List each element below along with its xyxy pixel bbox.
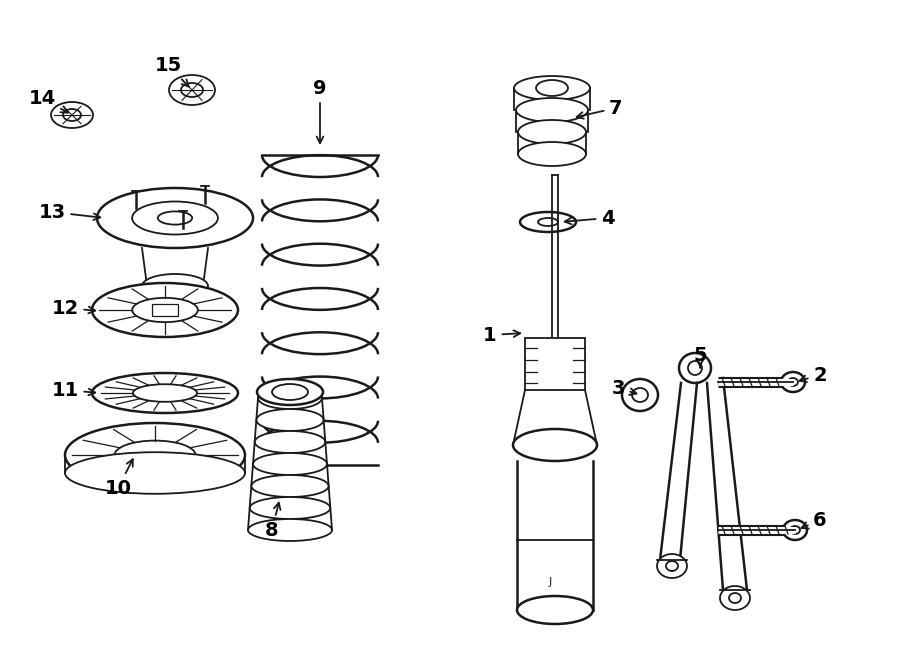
Text: 5: 5 <box>693 346 706 367</box>
Ellipse shape <box>158 211 193 224</box>
Ellipse shape <box>181 83 203 97</box>
Ellipse shape <box>92 373 238 413</box>
Text: 12: 12 <box>51 299 95 318</box>
Text: 2: 2 <box>799 365 827 385</box>
Ellipse shape <box>790 526 800 534</box>
Ellipse shape <box>253 453 327 475</box>
Bar <box>525 338 585 390</box>
Ellipse shape <box>538 218 558 226</box>
Text: 13: 13 <box>39 203 100 222</box>
Text: 7: 7 <box>577 99 623 118</box>
Text: 11: 11 <box>51 381 95 399</box>
Ellipse shape <box>272 384 308 400</box>
Ellipse shape <box>536 80 568 96</box>
Ellipse shape <box>781 372 805 392</box>
Ellipse shape <box>520 212 576 232</box>
Ellipse shape <box>251 475 328 497</box>
Ellipse shape <box>622 379 658 411</box>
Text: J: J <box>548 577 552 587</box>
Ellipse shape <box>679 353 711 383</box>
Text: 14: 14 <box>29 89 68 113</box>
Ellipse shape <box>788 378 798 386</box>
Ellipse shape <box>132 298 198 322</box>
Ellipse shape <box>114 441 195 469</box>
Text: 4: 4 <box>565 209 615 228</box>
Ellipse shape <box>248 519 332 541</box>
Ellipse shape <box>257 379 323 405</box>
Text: 1: 1 <box>483 326 520 344</box>
Ellipse shape <box>97 188 253 248</box>
Ellipse shape <box>255 431 325 453</box>
Ellipse shape <box>92 283 238 337</box>
Ellipse shape <box>518 142 586 166</box>
Bar <box>152 304 178 316</box>
Ellipse shape <box>666 561 678 571</box>
Ellipse shape <box>133 384 197 402</box>
Ellipse shape <box>249 497 330 519</box>
Ellipse shape <box>720 586 750 610</box>
Ellipse shape <box>132 201 218 234</box>
Text: 9: 9 <box>313 79 327 143</box>
Ellipse shape <box>688 361 702 375</box>
Text: 6: 6 <box>801 510 827 530</box>
Ellipse shape <box>169 75 215 105</box>
Ellipse shape <box>51 102 93 128</box>
Ellipse shape <box>65 423 245 487</box>
Text: 3: 3 <box>611 379 636 397</box>
Ellipse shape <box>142 274 208 298</box>
Ellipse shape <box>256 409 324 431</box>
Ellipse shape <box>514 76 590 100</box>
Ellipse shape <box>729 593 741 603</box>
Ellipse shape <box>783 520 807 540</box>
Text: 15: 15 <box>155 56 189 87</box>
Ellipse shape <box>258 387 322 409</box>
Ellipse shape <box>632 388 648 402</box>
Text: 8: 8 <box>266 502 281 540</box>
Text: 10: 10 <box>104 459 133 498</box>
Ellipse shape <box>513 429 597 461</box>
Ellipse shape <box>518 120 586 144</box>
Ellipse shape <box>65 452 245 494</box>
Ellipse shape <box>517 596 593 624</box>
Ellipse shape <box>516 98 588 122</box>
Ellipse shape <box>657 554 687 578</box>
Ellipse shape <box>63 109 81 121</box>
